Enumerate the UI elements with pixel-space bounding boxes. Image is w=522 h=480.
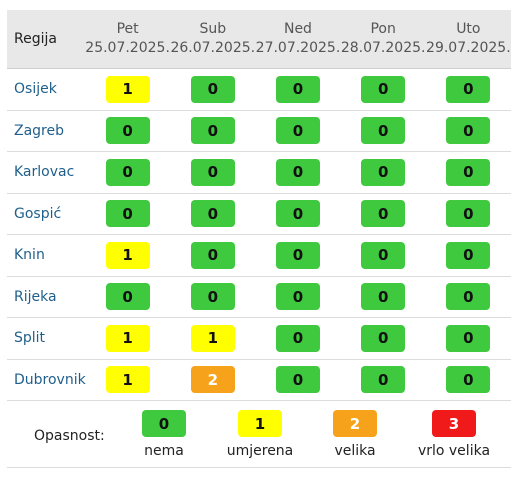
danger-level-badge: 0 — [275, 75, 320, 103]
table-row: Rijeka 0 0 0 0 0 — [7, 277, 511, 318]
day-date: 28.07.2025. — [340, 40, 426, 56]
day-name: Sub — [199, 21, 227, 37]
danger-level-badge: 0 — [275, 324, 320, 352]
legend-item-moderate: 1 umjerena — [210, 410, 310, 459]
table-row: Zagreb 0 0 0 0 0 — [7, 111, 511, 152]
legend-item-high: 2 velika — [305, 410, 405, 459]
day-date: 26.07.2025. — [170, 40, 256, 56]
danger-level-badge: 0 — [361, 117, 406, 145]
danger-level-badge: 0 — [190, 117, 235, 145]
day-name: Pet — [116, 21, 139, 37]
day-header-2: Ned 27.07.2025. — [255, 10, 341, 68]
table-header: Regija Pet 25.07.2025. Sub 26.07.2025. N… — [7, 10, 511, 69]
danger-level-badge: 1 — [190, 324, 235, 352]
danger-level-badge: 0 — [190, 200, 235, 228]
fire-danger-table: Regija Pet 25.07.2025. Sub 26.07.2025. N… — [7, 10, 511, 401]
region-link-gospic[interactable]: Gospić — [14, 205, 62, 222]
danger-level-badge: 2 — [190, 366, 235, 394]
region-column-header: Regija — [14, 31, 57, 47]
legend-badge: 0 — [142, 410, 186, 437]
day-name: Pon — [370, 21, 396, 37]
danger-level-badge: 1 — [105, 75, 150, 103]
danger-level-badge: 0 — [446, 324, 491, 352]
legend-label: umjerena — [226, 443, 294, 459]
danger-level-badge: 0 — [105, 117, 150, 145]
day-date: 27.07.2025. — [255, 40, 341, 56]
region-link-rijeka[interactable]: Rijeka — [14, 288, 57, 305]
danger-level-badge: 0 — [275, 241, 320, 269]
danger-level-badge: 0 — [275, 366, 320, 394]
danger-level-badge: 0 — [446, 158, 491, 186]
legend-badge: 3 — [432, 410, 476, 437]
legend-badge: 1 — [238, 410, 282, 437]
danger-level-badge: 0 — [361, 366, 406, 394]
legend-label: nema — [144, 443, 184, 459]
legend-label: velika — [334, 443, 376, 459]
danger-level-badge: 1 — [105, 324, 150, 352]
legend-item-none: 0 nema — [114, 410, 214, 459]
table-row: Knin 1 0 0 0 0 — [7, 235, 511, 277]
danger-level-badge: 0 — [446, 283, 491, 311]
region-link-dubrovnik[interactable]: Dubrovnik — [14, 371, 86, 388]
danger-level-badge: 0 — [105, 200, 150, 228]
day-name: Uto — [456, 21, 481, 37]
table-row: Gospić 0 0 0 0 0 — [7, 194, 511, 235]
danger-level-badge: 0 — [275, 117, 320, 145]
danger-level-badge: 0 — [361, 324, 406, 352]
danger-level-badge: 0 — [361, 158, 406, 186]
danger-level-badge: 0 — [190, 75, 235, 103]
danger-level-badge: 0 — [446, 75, 491, 103]
table-row: Dubrovnik 1 2 0 0 0 — [7, 360, 511, 401]
region-link-zagreb[interactable]: Zagreb — [14, 122, 65, 139]
danger-level-badge: 1 — [105, 366, 150, 394]
danger-level-badge: 0 — [275, 283, 320, 311]
danger-level-badge: 0 — [446, 366, 491, 394]
legend-item-very-high: 3 vrlo velika — [404, 410, 504, 459]
region-link-osijek[interactable]: Osijek — [14, 81, 57, 98]
danger-level-badge: 0 — [446, 117, 491, 145]
danger-level-badge: 0 — [361, 283, 406, 311]
region-link-knin[interactable]: Knin — [14, 247, 45, 264]
danger-level-badge: 0 — [361, 75, 406, 103]
day-date: 29.07.2025. — [426, 40, 511, 56]
legend-badge: 2 — [333, 410, 377, 437]
day-header-3: Pon 28.07.2025. — [341, 10, 426, 68]
danger-level-badge: 0 — [361, 241, 406, 269]
danger-level-badge: 0 — [275, 158, 320, 186]
table-row: Karlovac 0 0 0 0 0 — [7, 152, 511, 194]
danger-level-badge: 0 — [446, 200, 491, 228]
region-link-split[interactable]: Split — [14, 330, 46, 347]
danger-level-badge: 0 — [275, 200, 320, 228]
legend-label: vrlo velika — [417, 443, 491, 459]
table-row: Split 1 1 0 0 0 — [7, 318, 511, 360]
danger-level-badge: 1 — [105, 241, 150, 269]
danger-level-badge: 0 — [190, 283, 235, 311]
region-link-karlovac[interactable]: Karlovac — [14, 164, 75, 181]
danger-level-badge: 0 — [105, 158, 150, 186]
day-date: 25.07.2025. — [85, 40, 170, 56]
danger-level-badge: 0 — [190, 241, 235, 269]
danger-level-badge: 0 — [446, 241, 491, 269]
day-header-1: Sub 26.07.2025. — [170, 10, 255, 68]
danger-level-badge: 0 — [361, 200, 406, 228]
legend-title: Opasnost: — [34, 428, 105, 444]
day-name: Ned — [283, 21, 312, 37]
danger-level-badge: 0 — [190, 158, 235, 186]
table-row: Osijek 1 0 0 0 0 — [7, 69, 511, 111]
day-header-0: Pet 25.07.2025. — [85, 10, 170, 68]
day-header-4: Uto 29.07.2025. — [426, 10, 511, 68]
danger-level-badge: 0 — [105, 283, 150, 311]
danger-legend: Opasnost: 0 nema 1 umjerena 2 velika 3 v… — [7, 399, 511, 468]
